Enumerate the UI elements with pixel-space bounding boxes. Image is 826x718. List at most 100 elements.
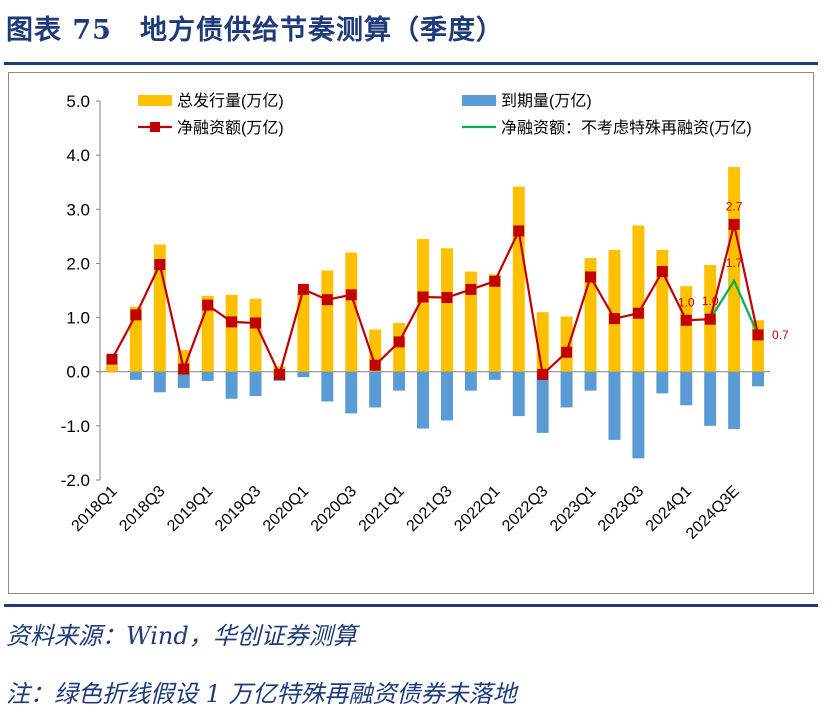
marker-net-financing [704,313,716,325]
bar-issuance [560,316,573,372]
data-label: 1.7 [726,256,743,270]
bar-maturity [680,371,693,406]
y-tick-label: -2.0 [61,471,90,490]
bar-issuance [752,320,765,372]
marker-net-financing [393,336,405,348]
bar-issuance [249,298,262,372]
bar-maturity [225,371,238,399]
x-tick-label: 2024Q3E [683,483,743,543]
bar-maturity [752,371,765,387]
bar-issuance [680,286,693,372]
marker-net-financing [752,329,764,341]
title-rule [4,62,818,65]
chart-frame [8,72,814,594]
marker-net-financing [513,225,525,237]
bar-maturity [728,371,741,430]
marker-net-financing [106,353,118,365]
bar-maturity [201,371,214,381]
marker-net-financing [130,309,142,321]
bar-maturity [393,371,406,391]
bar-issuance [129,306,142,372]
bar-maturity [488,371,501,380]
y-tick-label: 4.0 [66,146,90,165]
bar-maturity [440,371,453,421]
bar-issuance [369,329,382,372]
x-tick-label: 2019Q3 [212,483,264,535]
bar-maturity [345,371,358,414]
bar-issuance [153,244,166,372]
marker-net-financing [178,363,190,375]
bar-maturity [536,371,549,433]
marker-net-financing [202,299,214,311]
bar-maturity [321,371,334,402]
marker-net-financing [321,294,333,306]
x-tick-label: 2019Q1 [164,483,216,535]
x-tick-label: 2022Q1 [451,483,503,535]
marker-net-financing [417,291,429,303]
bar-maturity [153,371,166,393]
bar-issuance [345,252,358,372]
marker-net-financing [561,346,573,358]
bar-maturity [297,371,310,378]
bar-issuance [536,312,549,372]
source-rule [4,604,818,607]
legend-swatch-maturity [462,95,496,106]
legend-label-net-alt: 净融资额：不考虑特殊再融资(万亿) [501,119,752,137]
marker-net-financing [441,292,453,304]
marker-net-financing [465,283,477,295]
data-label: 2.7 [726,199,743,213]
legend-marker-net [150,122,160,132]
bar-maturity [177,371,190,388]
data-label: 1.0 [702,294,719,308]
bar-maturity [512,371,525,417]
x-tick-label: 2023Q1 [547,483,599,535]
bar-issuance [584,258,597,372]
bar-issuance [177,350,190,372]
legend-label-maturity: 到期量(万亿) [501,92,592,110]
marker-net-financing [273,368,285,380]
marker-net-financing [656,266,668,278]
bar-issuance [417,239,430,372]
bar-maturity [656,371,669,394]
marker-net-financing [226,316,238,328]
data-label: 0.7 [772,328,789,342]
legend-swatch-issuance [138,95,172,106]
bar-maturity [560,371,573,408]
x-tick-label: 2021Q1 [356,483,408,535]
bar-issuance [105,365,118,372]
bar-issuance [225,294,238,372]
marker-net-financing [250,317,262,329]
bar-maturity [704,371,717,426]
marker-net-financing [728,218,740,230]
bar-issuance [728,167,741,372]
x-tick-label: 2022Q3 [499,483,551,535]
bar-issuance [440,248,453,372]
footnote: 注：绿色折线假设 1 万亿特殊再融资债券未落地 [6,680,517,708]
x-tick-label: 2018Q1 [69,483,121,535]
bar-maturity [584,371,597,391]
bar-issuance [464,271,477,372]
data-labels: 1.0 1.0 2.7 1.7 0.7 [678,199,789,341]
bar-issuance [632,225,645,372]
line-net-financing [110,224,760,378]
x-tick-label: 2020Q1 [260,483,312,535]
line-net-financing-alt [709,278,760,336]
bar-issuance [656,249,669,372]
marker-net-financing [297,283,309,295]
figure-title: 图表 75 地方债供给节奏测算（季度） [6,15,504,46]
legend: 总发行量(万亿) 到期量(万亿) 净融资额(万亿) 净融资额：不考虑特殊再融资(万亿) [138,92,752,137]
bar-issuance [608,249,621,372]
x-tick-label: 2018Q3 [116,483,168,535]
marker-net-financing [680,314,692,326]
bar-maturity [632,371,645,459]
x-tick-label: 2020Q3 [308,483,360,535]
marker-net-financing [345,289,357,301]
bar-issuance [297,289,310,372]
bar-issuance [488,274,501,372]
legend-label-issuance: 总发行量(万亿) [177,92,284,110]
y-tick-label: 5.0 [66,92,90,111]
y-tick-label: -1.0 [61,417,90,436]
y-tick-label: 2.0 [66,254,90,273]
marker-net-financing [632,307,644,319]
